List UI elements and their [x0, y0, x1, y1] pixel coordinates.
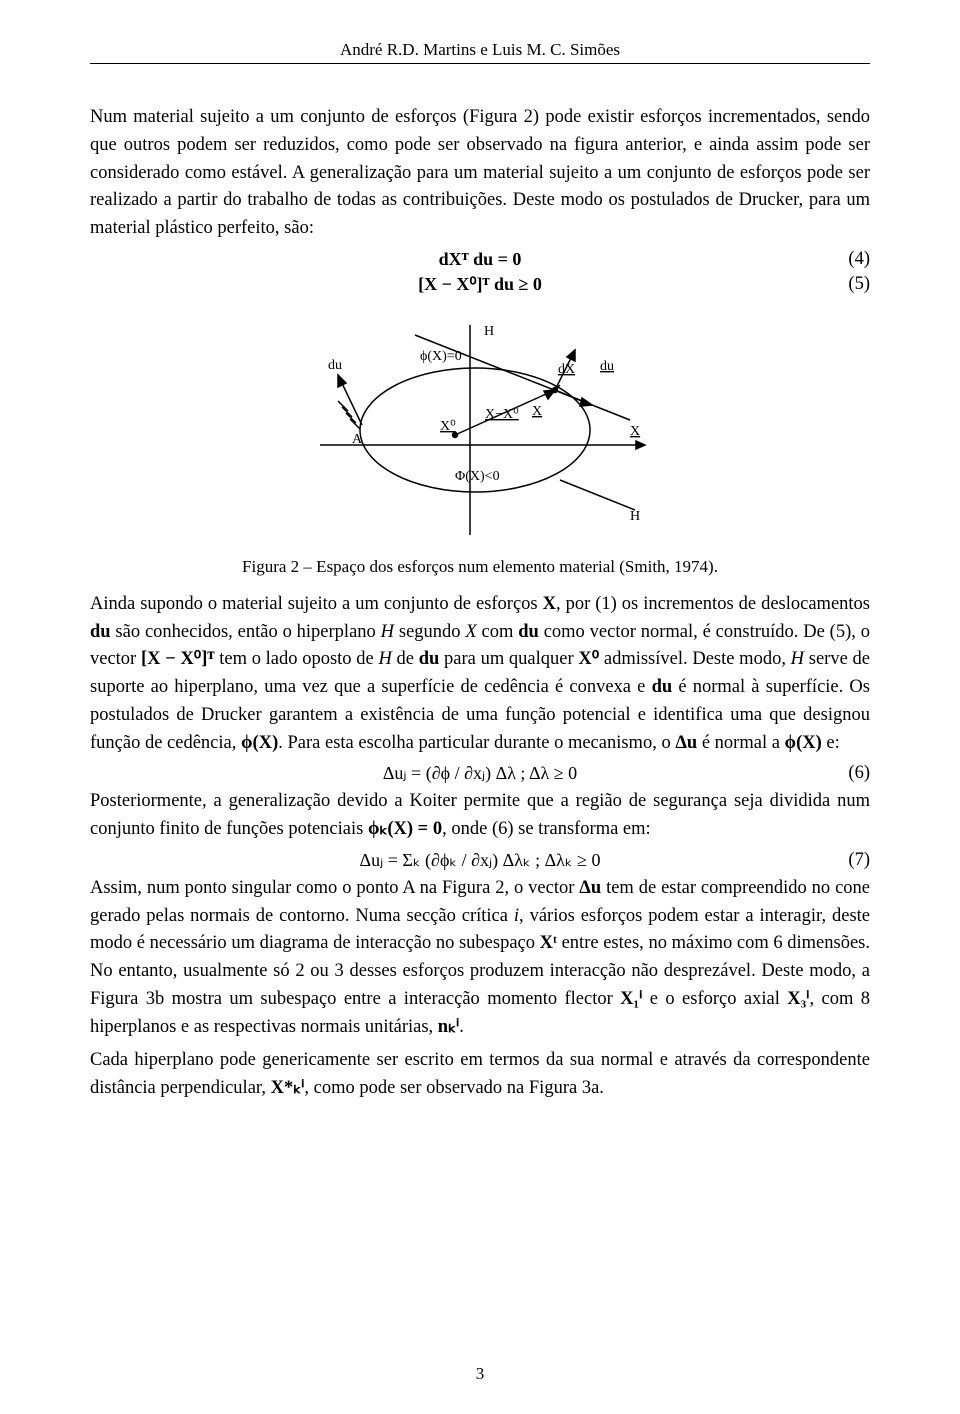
- p2j: admissível. Deste modo,: [599, 649, 791, 669]
- sym-X0: X⁰: [578, 649, 599, 669]
- fig-label-Xaxis: X: [630, 424, 640, 439]
- equation-6-row: Δuⱼ = (∂ϕ / ∂xⱼ) Δλ ; Δλ ≥ 0 (6): [90, 763, 870, 784]
- p2e: com: [477, 622, 519, 642]
- p4g: .: [459, 1017, 464, 1037]
- fig-label-X: X: [532, 404, 542, 419]
- fig-label-H-bot: H: [630, 509, 640, 524]
- sym-du-1: du: [90, 622, 111, 642]
- sym-H-3: H: [791, 649, 804, 669]
- sym-du-4: du: [652, 677, 673, 697]
- fig-label-phiNeg: Φ(X)<0: [455, 469, 500, 484]
- paragraph-1: Num material sujeito a um conjunto de es…: [90, 104, 870, 243]
- figure-2-caption: Figura 2 – Espaço dos esforços num eleme…: [90, 557, 870, 577]
- fig-label-X0: X⁰: [440, 419, 456, 434]
- p2o: e:: [822, 733, 840, 753]
- fig-label-dX: dX: [558, 362, 575, 377]
- p2b: , por (1) os incrementos de deslocamento…: [556, 594, 870, 614]
- equation-4: dXᵀ du = 0: [90, 249, 870, 270]
- sym-Deltau-1: Δu: [675, 733, 697, 753]
- page: André R.D. Martins e Luis M. C. Simões N…: [0, 0, 960, 1414]
- equation-7-number: (7): [848, 850, 870, 871]
- p2i: para um qualquer: [439, 649, 578, 669]
- p3b: , onde (6) se transforma em:: [442, 819, 651, 839]
- equation-4-row: dXᵀ du = 0 (4): [90, 249, 870, 270]
- p2h: de: [392, 649, 419, 669]
- sym-Deltau-2: Δu: [579, 878, 601, 898]
- sym-Xski: X*ₖⁱ: [271, 1078, 305, 1098]
- page-number: 3: [0, 1364, 960, 1384]
- paragraph-5: Cada hiperplano pode genericamente ser e…: [90, 1047, 870, 1103]
- fig-label-H-top: H: [484, 324, 494, 339]
- sym-phikX0: ϕₖ(X) = 0: [368, 819, 442, 839]
- fig-label-phi0: ϕ(X)=0: [420, 349, 462, 364]
- p2c: são conhecidos, então o hiperplano: [111, 622, 381, 642]
- paragraph-4: Assim, num ponto singular como o ponto A…: [90, 875, 870, 1042]
- figure-2: du A ϕ(X)=0 H dX du X⁰ X−X⁰ X X Φ(X)<0 H: [90, 315, 870, 545]
- fig-label-du-left: du: [328, 358, 342, 373]
- sym-du-2: du: [518, 622, 539, 642]
- sym-phiX-1: ϕ(X): [241, 733, 278, 753]
- paragraph-3: Posteriormente, a generalização devido a…: [90, 788, 870, 844]
- sym-Xt: Xᵗ: [540, 933, 557, 953]
- p4e: e o esforço axial: [642, 989, 787, 1009]
- sym-XmX0T: [X − X⁰]ᵀ: [141, 649, 215, 669]
- sym-phiX-2: ϕ(X): [785, 733, 822, 753]
- p2d: segundo: [394, 622, 465, 642]
- figure-2-svg: du A ϕ(X)=0 H dX du X⁰ X−X⁰ X X Φ(X)<0 H: [300, 315, 660, 545]
- p5b: , como pode ser observado na Figura 3a.: [304, 1078, 604, 1098]
- fig-label-A: A: [352, 432, 363, 447]
- p4a: Assim, num ponto singular como o ponto A…: [90, 878, 579, 898]
- equation-5: [X − X⁰]ᵀ du ≥ 0: [90, 274, 870, 295]
- header-authors: André R.D. Martins e Luis M. C. Simões: [340, 40, 620, 59]
- equation-4-number: (4): [848, 249, 870, 270]
- equation-7-row: Δuⱼ = Σₖ (∂ϕₖ / ∂xⱼ) Δλₖ ; Δλₖ ≥ 0 (7): [90, 850, 870, 871]
- sym-H-2: H: [378, 649, 391, 669]
- equation-6: Δuⱼ = (∂ϕ / ∂xⱼ) Δλ ; Δλ ≥ 0: [90, 763, 870, 784]
- p2m: . Para esta escolha particular durante o…: [278, 733, 675, 753]
- equation-7: Δuⱼ = Σₖ (∂ϕₖ / ∂xⱼ) Δλₖ ; Δλₖ ≥ 0: [90, 850, 870, 871]
- p2a: Ainda supondo o material sujeito a um co…: [90, 594, 543, 614]
- paragraph-2: Ainda supondo o material sujeito a um co…: [90, 591, 870, 758]
- fig-label-XmX0: X−X⁰: [485, 407, 519, 422]
- equation-6-number: (6): [848, 763, 870, 784]
- sym-X: X: [543, 594, 556, 614]
- sym-H-1: H: [381, 622, 394, 642]
- fig-label-du-right: du: [600, 359, 614, 374]
- equation-5-number: (5): [848, 274, 870, 295]
- sym-nki: nₖⁱ: [438, 1017, 459, 1037]
- sym-Xvar: X: [465, 622, 476, 642]
- equation-5-row: [X − X⁰]ᵀ du ≥ 0 (5): [90, 274, 870, 295]
- sym-X1i: X₁ⁱ: [620, 989, 642, 1009]
- sym-X3i: X₃ⁱ: [787, 989, 809, 1009]
- p2n: é normal a: [697, 733, 784, 753]
- p2g: tem o lado oposto de: [215, 649, 379, 669]
- page-header: André R.D. Martins e Luis M. C. Simões: [90, 40, 870, 64]
- sym-du-3: du: [419, 649, 440, 669]
